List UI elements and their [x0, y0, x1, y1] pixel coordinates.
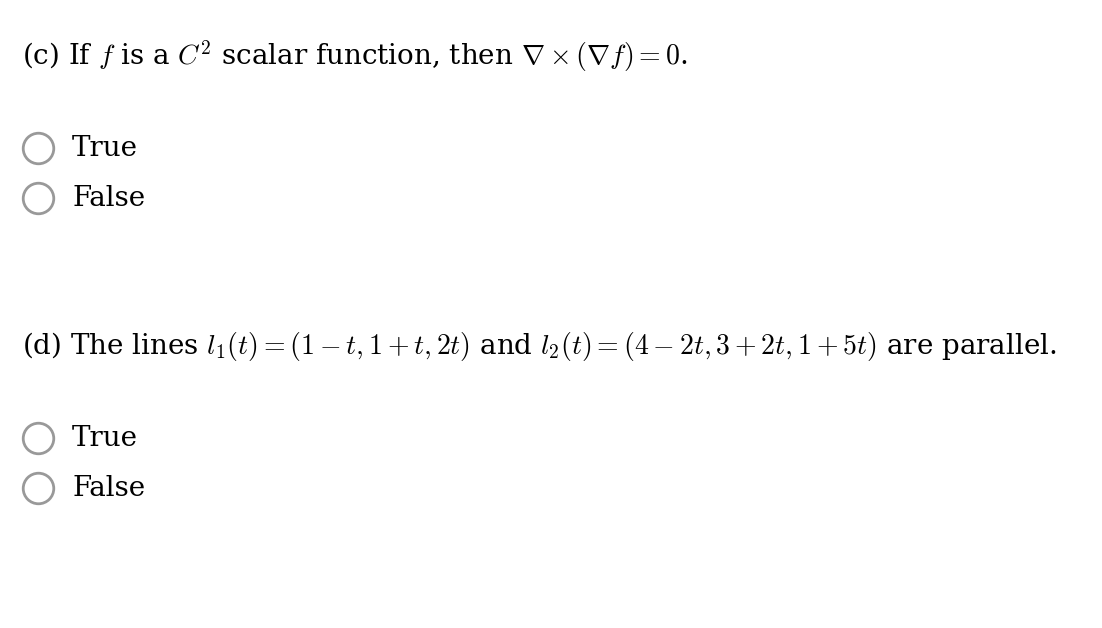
Text: True: True — [72, 134, 138, 161]
Text: (c) If $f$ is a $C^2$ scalar function, then $\nabla \times (\nabla f) = \mathbf{: (c) If $f$ is a $C^2$ scalar function, t… — [22, 38, 688, 73]
Text: True: True — [72, 425, 138, 452]
Text: False: False — [72, 185, 145, 212]
Text: False: False — [72, 475, 145, 502]
Text: (d) The lines $l_1(t) = (1 - t, 1 + t, 2t)$ and $l_2(t) = (4 - 2t, 3 + 2t, 1 + 5: (d) The lines $l_1(t) = (1 - t, 1 + t, 2… — [22, 330, 1057, 363]
